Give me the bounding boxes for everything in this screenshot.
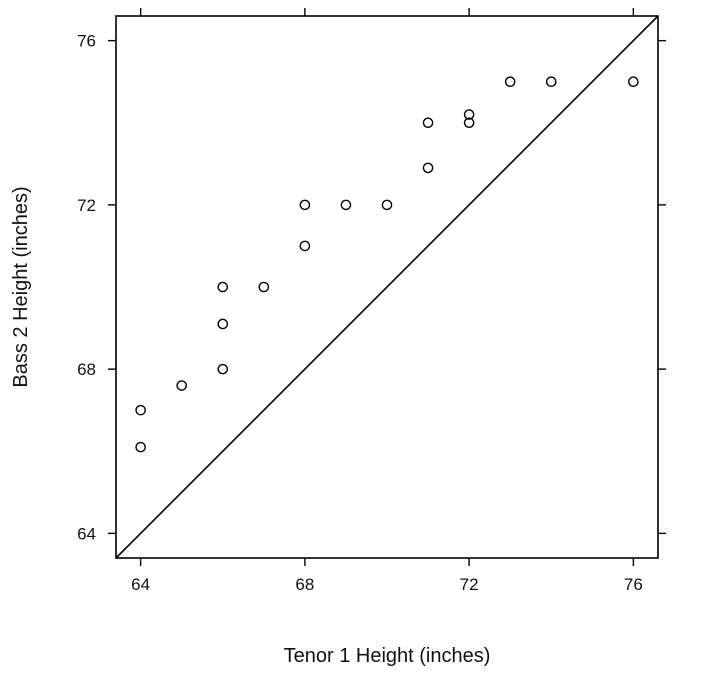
- data-point: [628, 76, 639, 87]
- data-point: [258, 281, 270, 293]
- x-tick-label: 68: [295, 575, 314, 594]
- x-axis-label: Tenor 1 Height (inches): [284, 645, 491, 667]
- data-point: [217, 363, 229, 375]
- data-point: [217, 281, 229, 293]
- data-point: [463, 117, 475, 129]
- data-point: [422, 162, 434, 174]
- identity-line: [115, 15, 659, 559]
- y-tick-label: 68: [77, 360, 96, 379]
- plot-frame: [115, 15, 659, 559]
- data-point: [381, 199, 393, 211]
- data-point: [340, 199, 352, 211]
- data-point: [422, 117, 434, 129]
- data-point: [135, 441, 146, 453]
- x-tick-label: 72: [460, 575, 479, 594]
- y-tick-label: 64: [77, 524, 96, 543]
- x-tick-label: 76: [624, 575, 643, 594]
- y-axis-label: Bass 2 Height (inches): [10, 186, 32, 387]
- data-points: [135, 76, 639, 453]
- axis-ticks: [108, 8, 666, 566]
- x-tick-label: 64: [131, 575, 150, 594]
- data-point: [135, 404, 146, 416]
- data-point: [299, 199, 311, 211]
- data-point: [504, 76, 516, 87]
- data-point: [176, 380, 187, 391]
- data-point: [299, 240, 311, 252]
- y-tick-label: 72: [77, 196, 96, 215]
- data-point: [463, 109, 475, 120]
- y-tick-label: 76: [77, 32, 96, 51]
- tick-labels: 64 68 72 76 64 68 72 76: [77, 32, 643, 594]
- data-point: [217, 318, 229, 330]
- data-point: [545, 76, 557, 87]
